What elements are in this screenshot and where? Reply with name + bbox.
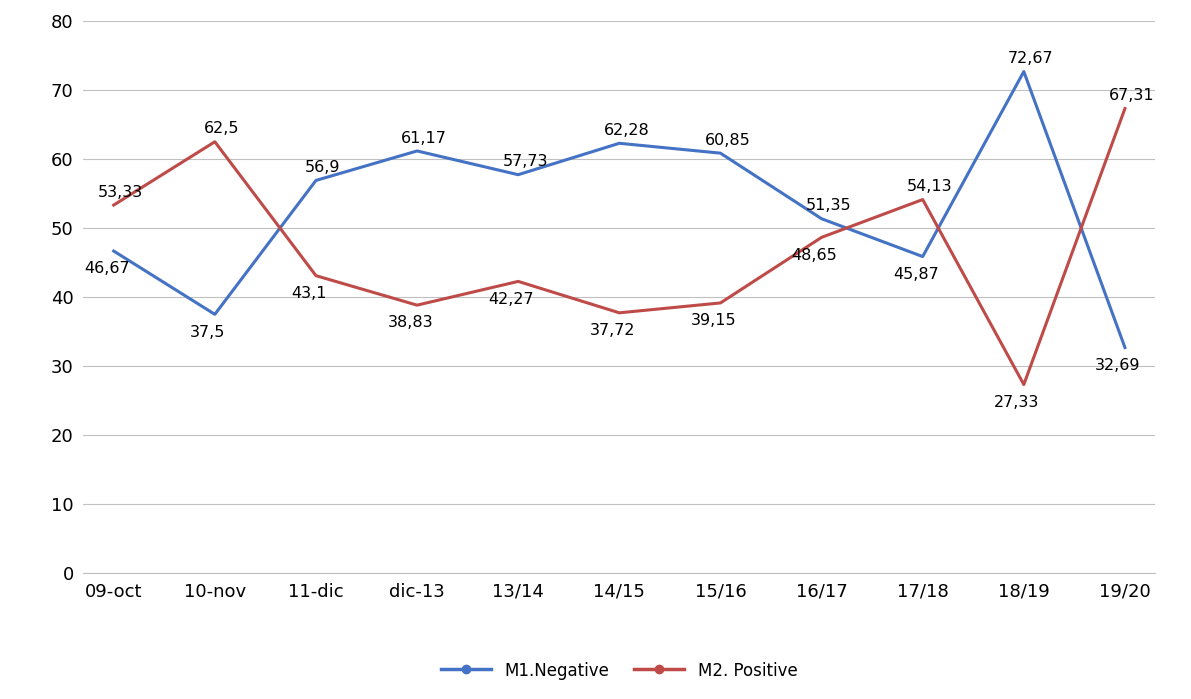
- M2. Positive: [916, 195, 930, 203]
- Text: 42,27: 42,27: [488, 291, 534, 307]
- Text: 51,35: 51,35: [805, 199, 852, 213]
- M1.Negative: [713, 149, 728, 157]
- M2. Positive: [713, 298, 728, 307]
- M2. Positive: [410, 301, 424, 310]
- M2. Positive: [1118, 104, 1133, 113]
- Line: M2. Positive: M2. Positive: [113, 108, 1125, 384]
- Text: 27,33: 27,33: [994, 395, 1040, 410]
- M1.Negative: [106, 247, 120, 255]
- M1.Negative: [308, 176, 323, 185]
- M1.Negative: [1118, 343, 1133, 352]
- M2. Positive: [308, 271, 323, 280]
- Text: 61,17: 61,17: [401, 131, 447, 145]
- Text: 56,9: 56,9: [305, 160, 341, 175]
- Text: 72,67: 72,67: [1008, 51, 1054, 66]
- Legend: M1.Negative, M2. Positive: M1.Negative, M2. Positive: [435, 655, 804, 686]
- Text: 62,5: 62,5: [204, 122, 239, 136]
- Text: 60,85: 60,85: [705, 133, 750, 147]
- Text: 37,72: 37,72: [590, 323, 635, 338]
- Text: 48,65: 48,65: [792, 247, 837, 263]
- Line: M1.Negative: M1.Negative: [113, 71, 1125, 347]
- Text: 38,83: 38,83: [387, 315, 434, 331]
- Text: 43,1: 43,1: [292, 286, 326, 301]
- M2. Positive: [1017, 380, 1031, 389]
- Text: 54,13: 54,13: [906, 179, 953, 194]
- M2. Positive: [815, 233, 829, 242]
- Text: 32,69: 32,69: [1096, 358, 1141, 373]
- Text: 62,28: 62,28: [604, 123, 649, 138]
- M1.Negative: [815, 215, 829, 223]
- M2. Positive: [612, 309, 626, 317]
- Text: 67,31: 67,31: [1109, 88, 1155, 103]
- Text: 46,67: 46,67: [83, 261, 130, 276]
- M2. Positive: [106, 201, 120, 209]
- M2. Positive: [511, 278, 525, 286]
- Text: 53,33: 53,33: [98, 185, 143, 200]
- M1.Negative: [207, 310, 222, 319]
- Text: 39,15: 39,15: [691, 313, 736, 328]
- Text: 45,87: 45,87: [893, 267, 939, 282]
- Text: 57,73: 57,73: [503, 154, 548, 169]
- M1.Negative: [410, 147, 424, 155]
- M1.Negative: [511, 171, 525, 179]
- Text: 37,5: 37,5: [191, 324, 225, 340]
- M1.Negative: [1017, 67, 1031, 75]
- M1.Negative: [916, 252, 930, 261]
- M1.Negative: [612, 139, 626, 147]
- M2. Positive: [207, 138, 222, 146]
